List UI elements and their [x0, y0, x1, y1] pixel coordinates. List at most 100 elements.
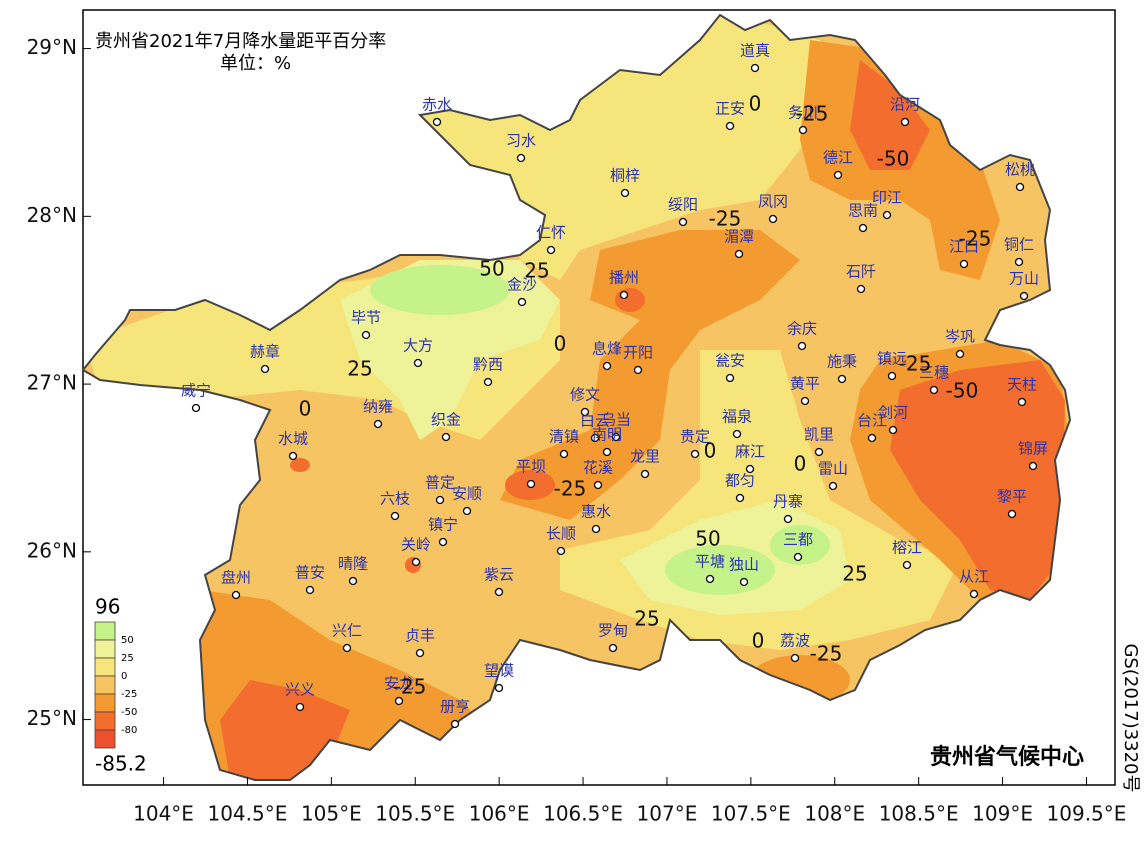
- x-tick-label: 104°E: [133, 802, 194, 826]
- station-marker: [231, 590, 241, 600]
- station-label: 平坝: [516, 458, 546, 476]
- station-label: 黔西: [473, 356, 503, 374]
- station-marker: [435, 495, 445, 505]
- station-marker: [556, 546, 566, 556]
- layers: 104°E 104.5°E 105°E 105.5°E 106°E 106.5°E 107°…: [27, 35, 1127, 825]
- station-marker: [602, 447, 612, 457]
- station-marker: [955, 349, 965, 359]
- station-marker: [517, 297, 527, 307]
- legend-max: 96: [95, 595, 120, 619]
- station-label: 雷山: [818, 460, 848, 478]
- station-label: 贵定: [680, 428, 710, 446]
- station-marker: [929, 385, 939, 395]
- station-label: 剑河: [878, 404, 908, 422]
- station-label: 绥阳: [668, 196, 698, 214]
- station-label: 石阡: [846, 263, 876, 281]
- station-label: 务川: [788, 104, 818, 122]
- station-marker: [900, 117, 910, 127]
- contour-label: 25: [524, 259, 549, 283]
- station-marker: [438, 537, 448, 547]
- x-tick-label: 108°E: [804, 802, 865, 826]
- station-label: 独山: [729, 556, 759, 574]
- station-label: 兴仁: [332, 622, 362, 640]
- title: 贵州省2021年7月降水量距平百分率: [95, 31, 386, 52]
- station-label: 都匀: [725, 472, 755, 490]
- station-marker: [690, 449, 700, 459]
- station-marker: [462, 506, 472, 516]
- station-marker: [295, 702, 305, 712]
- station-marker: [619, 290, 629, 300]
- station-label: 息烽: [592, 340, 622, 358]
- contour-label: -25: [796, 102, 829, 126]
- station-marker: [441, 432, 451, 442]
- station-marker: [705, 574, 715, 584]
- station-marker: [1014, 257, 1024, 267]
- station-marker: [1015, 182, 1025, 192]
- contour-label: -25: [959, 227, 992, 251]
- contour-fill: [370, 265, 510, 315]
- station-marker: [602, 361, 612, 371]
- station-marker: [888, 425, 898, 435]
- station-marker: [798, 125, 808, 135]
- contour-label: 25: [634, 607, 659, 631]
- station-marker: [580, 407, 590, 417]
- station-marker: [797, 341, 807, 351]
- station-label: 正安: [715, 100, 745, 118]
- station-label: 桐梓: [610, 167, 640, 185]
- y-tick-label: 27°N: [27, 371, 77, 395]
- station-label: 兴义: [285, 681, 315, 699]
- station-marker: [260, 364, 270, 374]
- contour-fill: [890, 360, 1065, 600]
- contour-fills: [83, 15, 1070, 780]
- station-label: 织金: [431, 411, 461, 429]
- station-marker: [678, 217, 688, 227]
- station-marker: [800, 396, 810, 406]
- station-marker: [837, 374, 847, 384]
- station-label: 长顺: [546, 525, 576, 543]
- x-tick-label: 105°E: [301, 802, 362, 826]
- station-label: 盘州: [221, 569, 251, 587]
- contour-fill: [615, 288, 645, 312]
- station-marker: [288, 451, 298, 461]
- station-marker: [305, 585, 315, 595]
- station-label: 余庆: [787, 320, 817, 338]
- station-marker: [191, 403, 201, 413]
- station-label: 瓮安: [715, 352, 745, 370]
- station-marker: [633, 365, 643, 375]
- station-label: 水城: [278, 430, 308, 448]
- station-label: 三都: [783, 531, 813, 549]
- station-label: 威宁: [181, 382, 211, 400]
- station-label: 开阳: [623, 344, 653, 362]
- station-marker: [833, 170, 843, 180]
- station-label: 麻江: [735, 443, 765, 461]
- station-label: 榕江: [892, 539, 922, 557]
- station-marker: [1007, 509, 1017, 519]
- contour-label: 0: [752, 629, 765, 653]
- contour-label: -25: [394, 675, 427, 699]
- station-label: 荔波: [780, 632, 810, 650]
- station-label: 安顺: [452, 485, 482, 503]
- station-label: 大方: [403, 337, 433, 355]
- station-label: 平塘: [695, 553, 725, 571]
- station-marker: [902, 560, 912, 570]
- station-label: 罗甸: [598, 622, 628, 640]
- station-label: 沿河: [890, 96, 920, 114]
- station-label: 凯里: [804, 426, 834, 444]
- unit: 单位：%: [220, 53, 291, 74]
- station-marker: [790, 653, 800, 663]
- station-label: 册亨: [440, 698, 470, 716]
- contour-fill: [770, 525, 830, 565]
- station-label: 天柱: [1007, 376, 1037, 394]
- station-marker: [882, 210, 892, 220]
- map-frame: [82, 9, 1116, 786]
- y-tick-label: 26°N: [27, 538, 77, 562]
- legend-swatch: [94, 675, 116, 695]
- contour-label: 0: [299, 397, 312, 421]
- station-label: 福泉: [722, 408, 752, 426]
- station-marker: [559, 449, 569, 459]
- station-marker: [732, 429, 742, 439]
- station-label: 修文: [570, 386, 600, 404]
- station-marker: [750, 63, 760, 73]
- station-label: 道真: [740, 42, 770, 60]
- station-label: 赫章: [250, 343, 280, 361]
